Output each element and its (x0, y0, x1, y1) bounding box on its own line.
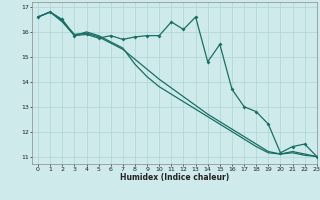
X-axis label: Humidex (Indice chaleur): Humidex (Indice chaleur) (120, 173, 229, 182)
